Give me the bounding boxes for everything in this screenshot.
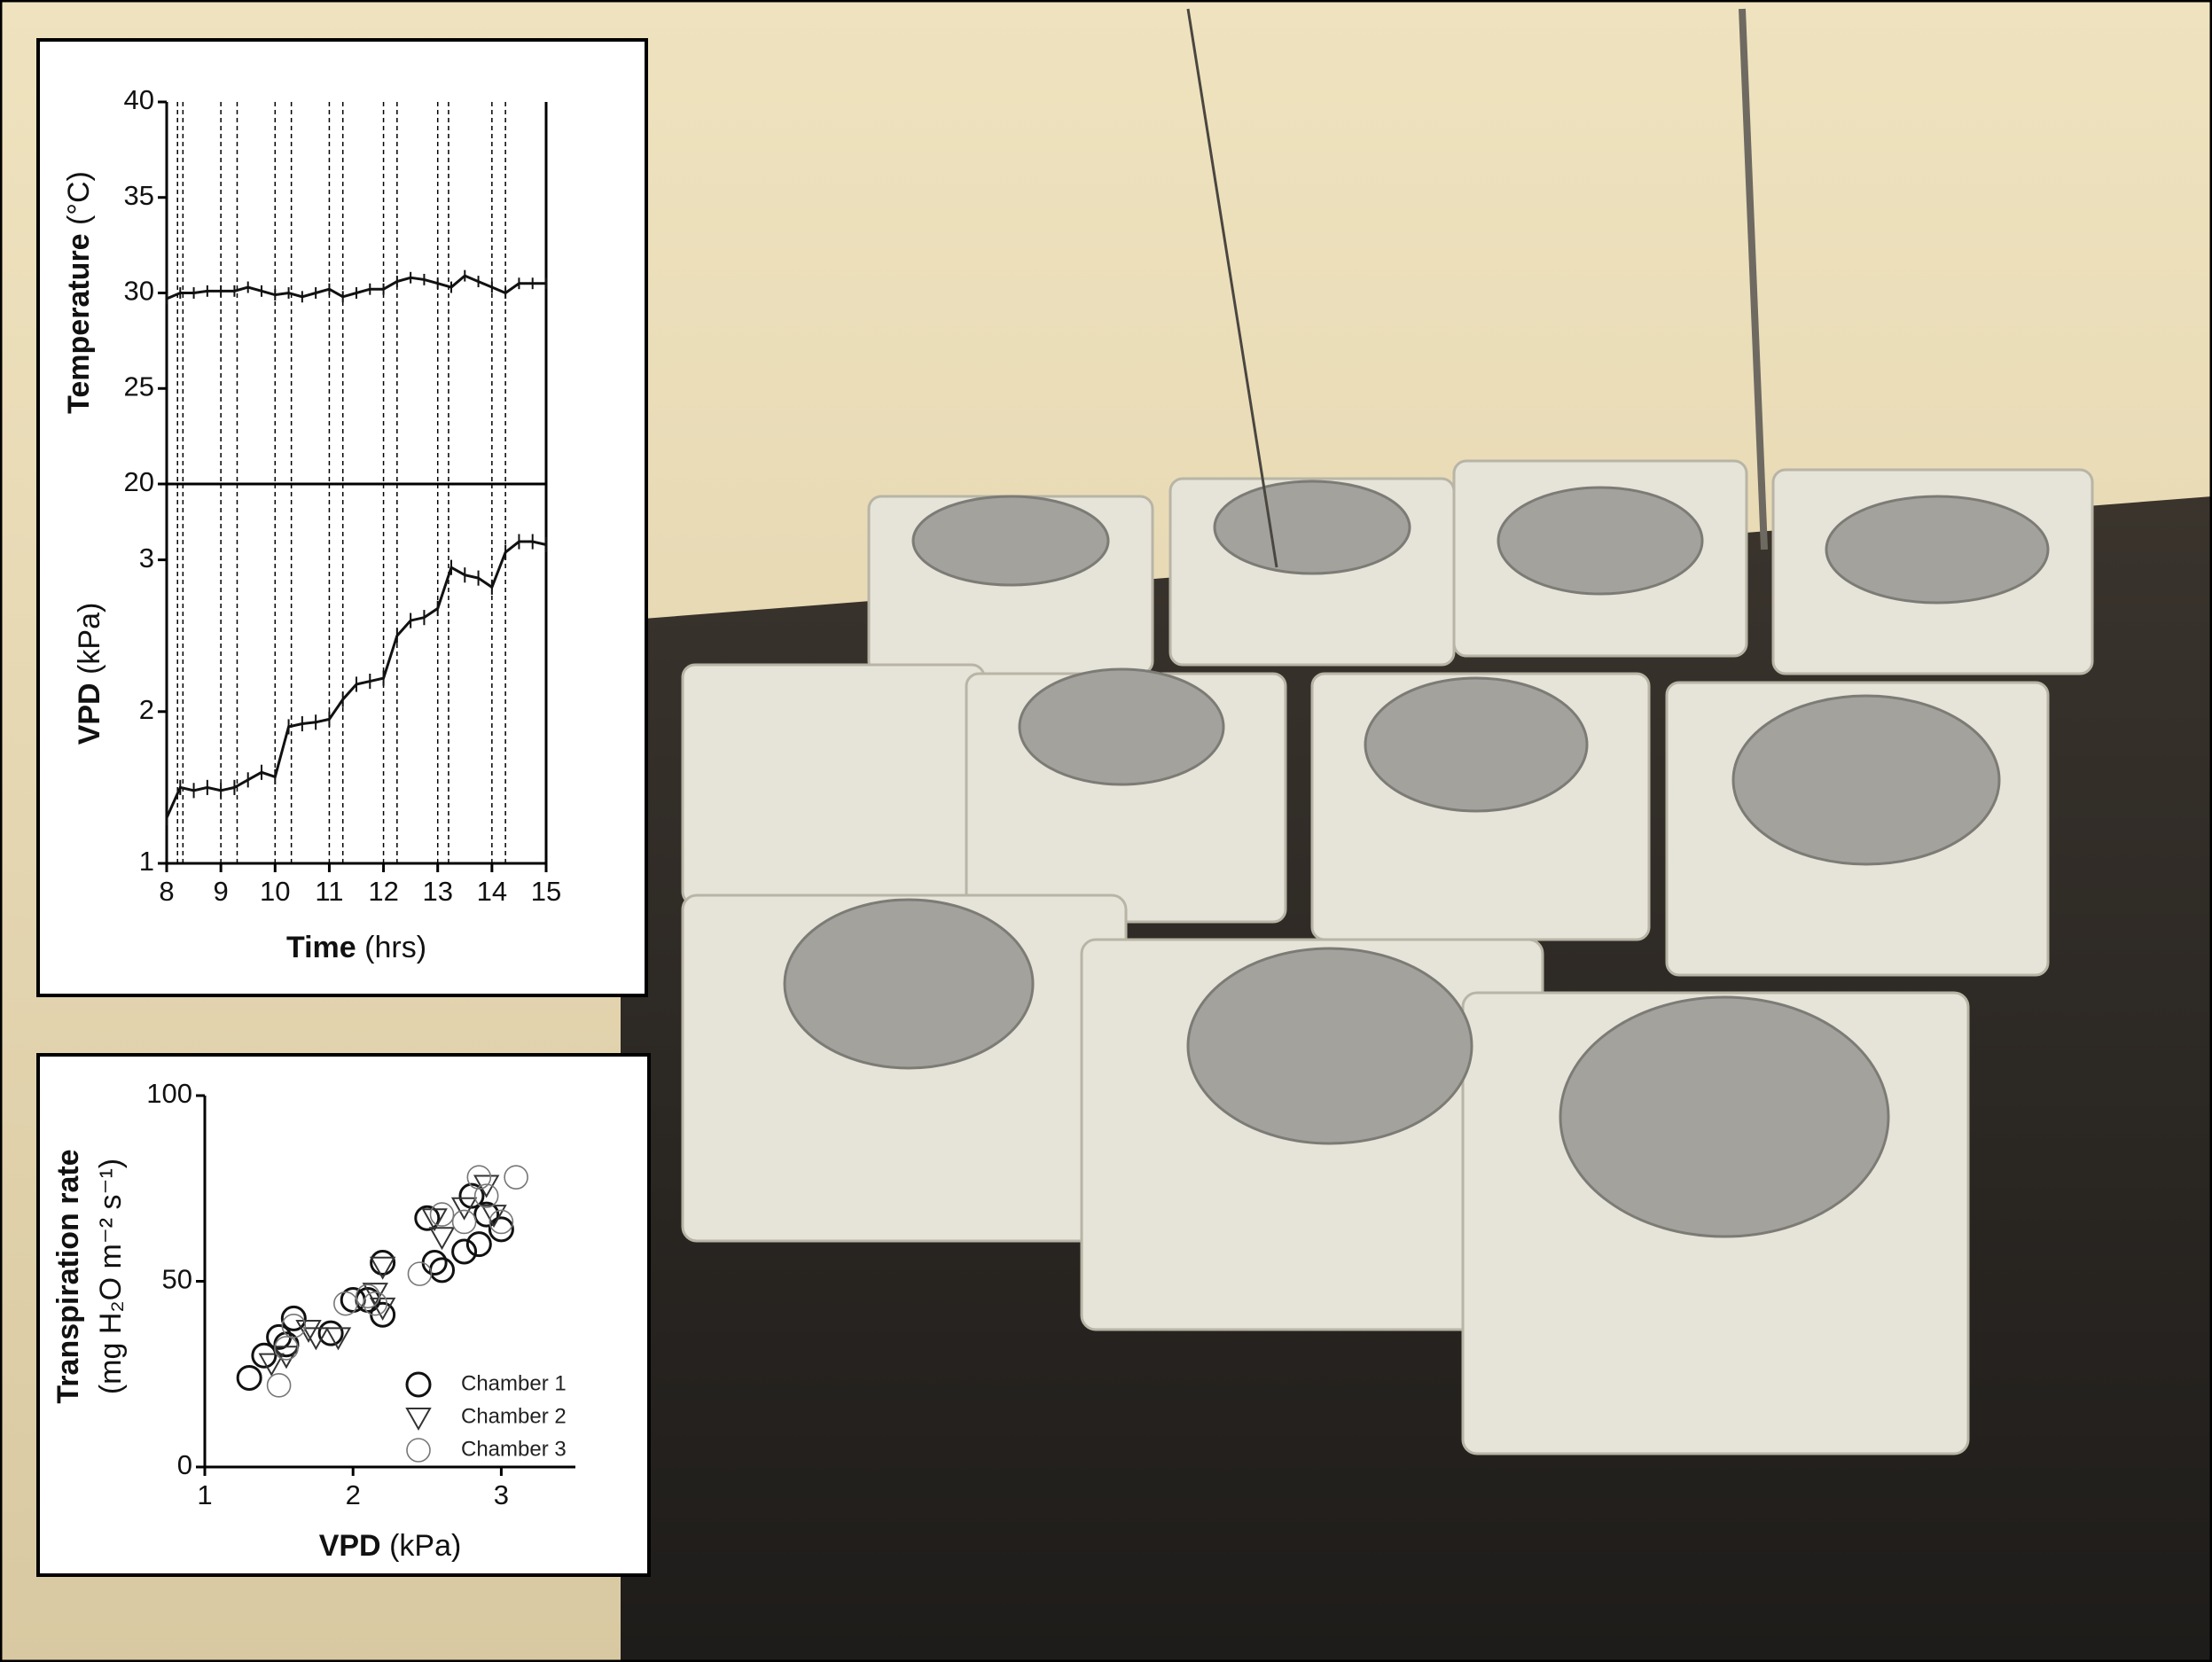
y-tick-label: 0 [177,1449,192,1480]
y-axis-unit: (°C) [62,171,96,225]
marker [324,1327,352,1351]
marker [421,1208,448,1232]
marker [429,1202,455,1227]
y-axis-label: VPD (kPa) [73,603,106,745]
x-tick-label: 9 [214,876,229,907]
x-tick-label: 10 [260,876,290,907]
marker [428,1227,456,1251]
marker [363,1291,388,1316]
marker [370,1250,396,1276]
x-axis-unit: (kPa) [389,1529,461,1563]
data-line [166,274,546,300]
marker [504,1165,528,1190]
y-tick-label: 35 [124,180,154,211]
x-tick-label: 3 [494,1479,509,1510]
marker [458,1182,485,1209]
marker [274,1336,299,1361]
x-tick-label: 15 [531,876,561,907]
marker [489,1209,514,1235]
marker [473,1201,500,1228]
marker [488,1216,514,1243]
marker [281,1313,307,1338]
marker [251,1342,277,1369]
x-tick-label: 13 [422,876,452,907]
marker [356,1284,380,1309]
y-axis-title: Temperature [62,233,96,413]
marker [465,1231,492,1258]
y-tick-label: 40 [124,84,154,115]
legend-marker [405,1371,432,1398]
legend-label: Chamber 1 [461,1371,567,1395]
marker [317,1320,344,1346]
x-tick-label: 2 [346,1479,361,1510]
x-tick-label: 14 [477,876,507,907]
y-axis-title: Transpiration rate [51,1149,85,1403]
y-tick-label: 3 [139,542,154,574]
x-axis-label: VPD (kPa) [319,1529,462,1563]
y-tick-label: 2 [139,694,154,725]
x-axis-title: Time [286,931,356,964]
y-tick-label: 20 [124,466,154,497]
marker [450,1197,478,1221]
marker [473,1183,499,1208]
y-tick-label: 100 [146,1078,192,1109]
y-axis-title: VPD [73,683,106,745]
data-line [165,540,547,819]
x-axis-title: VPD [319,1529,381,1563]
marker [466,1165,492,1190]
y-axis-label: Temperature (°C) [62,171,96,414]
marker [451,1238,478,1265]
x-tick-label: 12 [368,876,398,907]
marker [302,1327,330,1351]
marker [280,1305,307,1331]
y-tick-label: 1 [139,846,154,877]
x-axis-label: Time (hrs) [286,931,426,964]
marker [258,1353,285,1377]
legend-marker [405,1408,432,1432]
marker [369,1256,396,1280]
x-axis-unit: (hrs) [364,931,426,964]
marker [236,1364,262,1391]
legend-label: Chamber 2 [461,1404,567,1428]
x-tick-label: 11 [315,876,343,907]
x-tick-label: 8 [159,876,174,907]
y-tick-label: 30 [124,276,154,307]
marker [273,1346,300,1369]
marker [369,1297,396,1321]
marker [295,1319,322,1344]
y-axis-unit: (mg H₂O m⁻² s⁻¹) [94,1159,128,1394]
legend-marker [406,1438,431,1463]
marker [414,1205,441,1231]
y-tick-label: 25 [124,371,154,402]
marker [407,1261,433,1286]
marker [266,1373,292,1398]
x-tick-label: 1 [197,1479,212,1510]
y-axis-unit: (kPa) [73,603,106,675]
y-tick-label: 50 [162,1264,192,1295]
legend-label: Chamber 3 [461,1437,567,1461]
marker [333,1291,358,1316]
marker [451,1209,477,1235]
